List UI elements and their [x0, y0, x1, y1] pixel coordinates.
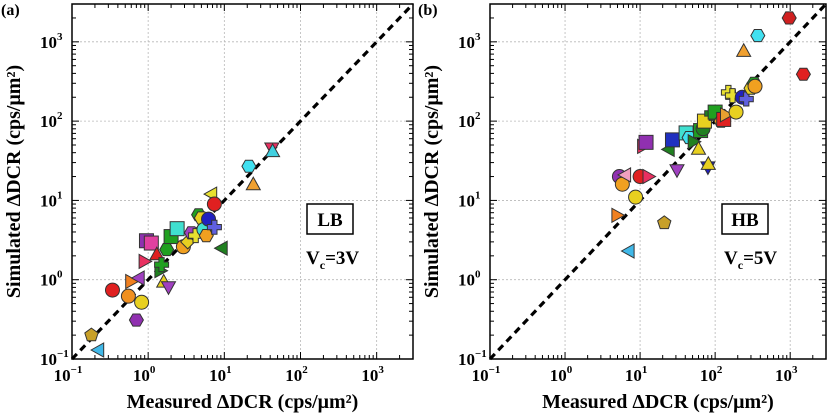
x-tick-label: 103	[361, 364, 384, 385]
data-point-plus	[206, 219, 222, 235]
data-point-triangle-up	[690, 140, 707, 155]
data-point-circle	[628, 189, 644, 205]
data-point-triangle-left	[620, 243, 635, 259]
y-tick-label: 101	[458, 189, 481, 210]
panel-b: 10−1 100 101 102 103 10−1 100 101 102 103 HB Vc=5V M…	[418, 2, 828, 413]
data-point-circle	[120, 288, 136, 304]
data-point-triangle-up	[735, 42, 752, 57]
x-tick-label: 101	[209, 364, 232, 385]
data-point-square	[638, 134, 654, 150]
y-tick-label: 103	[40, 31, 63, 52]
x-tick-label: 102	[285, 364, 308, 385]
data-point-triangle-right	[687, 133, 702, 150]
data-point-circle	[728, 104, 744, 120]
x-axis-label: Measured ΔDCR (cps/μm²)	[127, 391, 359, 413]
annotation-box-label: HB	[731, 210, 759, 231]
data-point-hexagon	[781, 11, 797, 25]
data-point-triangle-down	[160, 281, 177, 296]
data-point-circle	[206, 196, 222, 212]
data-point-hexagon	[750, 29, 766, 43]
y-tick-label: 101	[40, 189, 63, 210]
data-point-hexagon	[795, 67, 811, 81]
y-tick-label: 10−1	[40, 348, 69, 369]
y-axis-label: Simulated ΔDCR (cps/μm²)	[3, 65, 25, 298]
data-point-plus	[738, 91, 754, 107]
y-axis-label: Simulated ΔDCR (cps/μm²)	[421, 65, 443, 298]
data-point-triangle-left	[130, 270, 145, 286]
annotation-box	[306, 203, 354, 235]
data-point-plus	[724, 88, 740, 104]
data-point-triangle-up	[148, 246, 165, 261]
panel-label: (a)	[1, 2, 20, 19]
annotation-voltage: Vc=3V	[306, 248, 359, 272]
y-tick-label: 102	[458, 110, 481, 131]
annotation-box-label: LB	[317, 210, 343, 231]
panel-label: (b)	[418, 2, 438, 19]
y-tick-label: 102	[40, 110, 63, 131]
data-point-pentagon	[657, 215, 672, 230]
data-point-hexagon	[241, 159, 257, 173]
data-point-pentagon	[84, 327, 99, 342]
data-point-triangle-up	[245, 176, 262, 191]
data-point-triangle-right	[720, 106, 735, 123]
x-tick-label: 103	[775, 364, 798, 385]
data-point-triangle-left	[213, 240, 228, 257]
x-axis-label: Measured ΔDCR (cps/μm²)	[542, 391, 774, 413]
x-tick-label: 100	[550, 364, 573, 385]
data-point-triangle-up	[700, 155, 717, 170]
data-point-plus	[154, 257, 170, 273]
x-tick-label: 101	[625, 364, 648, 385]
data-point-hexagon	[128, 313, 144, 327]
data-point-triangle-right	[138, 253, 153, 270]
x-tick-label: 100	[133, 364, 156, 385]
data-point-triangle-right	[611, 207, 626, 224]
data-point-triangle-left	[616, 167, 632, 183]
data-point-square	[143, 235, 159, 251]
plot-frame	[489, 3, 827, 360]
reference-line-y-equals-x	[70, 2, 415, 361]
annotation-voltage: Vc=5V	[724, 248, 777, 272]
data-point-square	[664, 132, 680, 148]
plot-frame	[71, 3, 414, 360]
data-point-circle	[747, 78, 763, 94]
data-point-circle	[104, 282, 120, 298]
data-point-triangle-right	[642, 168, 657, 185]
reference-line-y-equals-x	[488, 2, 828, 361]
annotation-box	[721, 203, 769, 235]
data-point-triangle-down	[669, 164, 685, 179]
y-tick-label: 103	[458, 31, 481, 52]
data-point-triangle-up	[264, 142, 281, 158]
y-tick-label: 10−1	[458, 348, 487, 369]
data-point-square	[169, 221, 185, 237]
panel-a: 10−1 100 101 102 103 10−1 100 101 102 103 LB Vc=3V M…	[1, 2, 415, 413]
data-point-hexagon	[159, 243, 175, 257]
x-tick-label: 10−1	[472, 364, 501, 385]
data-point-circle	[134, 294, 150, 310]
y-tick-label: 100	[40, 269, 63, 290]
y-tick-label: 100	[458, 269, 481, 290]
data-point-triangle-left	[90, 342, 105, 358]
x-tick-label: 10−1	[54, 364, 83, 385]
x-tick-label: 102	[700, 364, 723, 385]
